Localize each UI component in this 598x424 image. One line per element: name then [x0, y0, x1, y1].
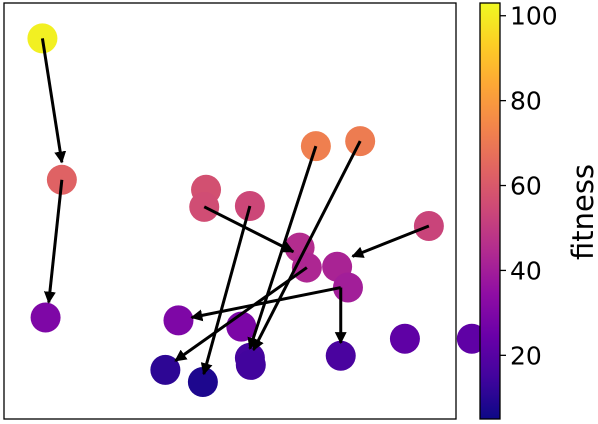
scatter-point: [150, 354, 181, 385]
scatter-point: [46, 164, 77, 195]
transition-arrow: [252, 140, 362, 352]
transition-arrow: [174, 266, 308, 362]
scatter-point: [187, 366, 218, 397]
transition-arrow: [190, 286, 342, 322]
scatter-point: [226, 311, 257, 342]
colorbar-tick-label: 60: [510, 172, 542, 201]
plot-frame: [3, 2, 457, 420]
scatter-point: [456, 323, 487, 354]
transition-arrow: [200, 205, 252, 376]
scatter-point: [389, 323, 420, 354]
scatter-point: [325, 340, 356, 371]
transition-arrow: [40, 38, 67, 164]
colorbar-tick-label: 40: [510, 256, 542, 285]
colorbar-label: fitness: [566, 164, 598, 260]
colorbar-gradient: [479, 2, 501, 420]
scatter-point: [163, 305, 194, 336]
transition-arrow: [351, 224, 430, 258]
colorbar: 20 40 60 80 100: [479, 2, 558, 420]
arrows-layer: [40, 38, 430, 376]
transition-arrow: [203, 205, 295, 254]
scatter-point: [30, 302, 61, 333]
colorbar-tick-label: 80: [510, 87, 542, 116]
transition-arrow: [43, 179, 64, 304]
scatter-point: [235, 349, 266, 380]
colorbar-tick-label: 20: [510, 341, 542, 370]
colorbar-tick-label: 100: [510, 2, 558, 31]
